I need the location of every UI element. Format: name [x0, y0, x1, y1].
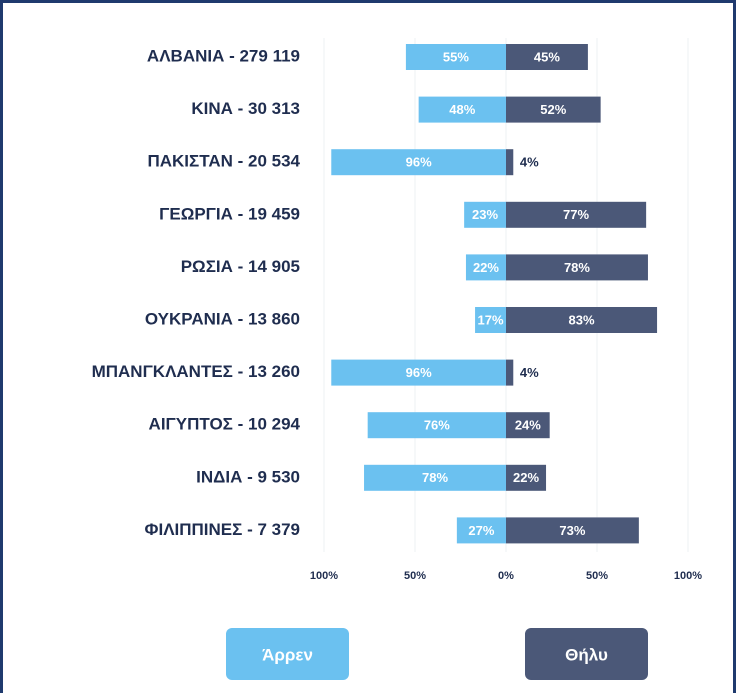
bar — [506, 307, 658, 333]
value-label: 83% — [569, 312, 595, 327]
bar — [506, 44, 588, 70]
value-label: 78% — [422, 470, 448, 485]
value-label: 48% — [449, 102, 475, 117]
x-tick-label: 50% — [586, 570, 608, 582]
value-label: 4% — [520, 155, 539, 170]
x-tick-label: 0% — [498, 570, 514, 582]
value-label: 22% — [473, 260, 499, 275]
value-label: 27% — [468, 523, 494, 538]
bar — [464, 201, 506, 228]
category-label: ΙΝΔΙΑ - 9 530 — [196, 467, 300, 486]
bar — [456, 517, 506, 544]
value-label: 96% — [406, 365, 432, 380]
value-label: 17% — [478, 312, 504, 327]
value-label: 4% — [520, 365, 539, 380]
category-label: ΜΠΑΝΓΚΛΑΝΤΕΣ - 13 260 — [92, 362, 300, 381]
bar — [418, 96, 506, 123]
value-label: 24% — [515, 418, 541, 433]
bar — [506, 201, 647, 228]
value-label: 23% — [472, 207, 498, 222]
category-label: ΠΑΚΙΣΤΑΝ - 20 534 — [147, 152, 300, 171]
bar — [506, 254, 648, 281]
bar — [465, 254, 506, 281]
bar — [331, 149, 506, 176]
x-tick-label: 50% — [404, 570, 426, 582]
category-label: ΡΩΣΙΑ - 14 905 — [181, 257, 300, 276]
legend-button[interactable] — [525, 628, 648, 680]
category-label: ΑΙΓΥΠΤΟΣ - 10 294 — [149, 415, 301, 434]
value-label: 55% — [443, 49, 469, 64]
value-label: 96% — [406, 155, 432, 170]
bar — [506, 517, 639, 544]
x-tick-label: 100% — [310, 570, 338, 582]
category-label: ΓΕΩΡΓΙΑ - 19 459 — [159, 204, 300, 223]
category-label: ΚΙΝΑ - 30 313 — [191, 99, 300, 118]
value-label: 76% — [424, 418, 450, 433]
bar — [405, 44, 506, 70]
bar — [506, 149, 514, 176]
value-label: 22% — [513, 470, 539, 485]
bar — [364, 464, 506, 491]
value-label: 77% — [563, 207, 589, 222]
bar — [506, 96, 601, 123]
value-label: 45% — [534, 49, 560, 64]
bar — [367, 412, 506, 439]
bar — [506, 412, 550, 439]
bar — [506, 464, 547, 491]
category-label: ΦΙΛΙΠΠΙΝΕΣ - 7 379 — [145, 520, 300, 539]
bar — [506, 359, 514, 386]
bar — [331, 359, 506, 386]
legend-button[interactable] — [226, 628, 349, 680]
legend-label[interactable]: Άρρεν — [262, 645, 313, 664]
x-tick-label: 100% — [674, 570, 702, 582]
value-label: 73% — [559, 523, 585, 538]
category-label: ΑΛΒΑΝΙΑ - 279 119 — [147, 46, 300, 65]
value-label: 52% — [540, 102, 566, 117]
value-label: 78% — [564, 260, 590, 275]
bar — [475, 307, 506, 333]
legend-label[interactable]: Θήλυ — [565, 645, 608, 664]
category-label: ΟΥΚΡΑΝΙΑ - 13 860 — [145, 309, 300, 328]
